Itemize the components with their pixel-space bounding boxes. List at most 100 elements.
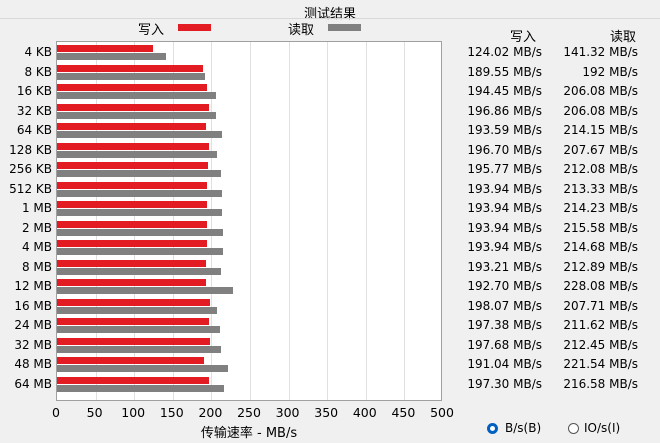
x-tick-label: 100 (121, 405, 146, 420)
legend-write-label: 写入 (138, 23, 165, 38)
read-value: 207.67 MB/s (563, 142, 638, 157)
io-radio-label[interactable]: IO/s(I) (584, 421, 621, 435)
row-size-label: 512 KB (9, 181, 52, 196)
read-bar (57, 150, 218, 158)
read-value: 213.33 MB/s (563, 181, 638, 196)
row-size-label: 256 KB (9, 162, 52, 176)
row-size-label: 8 MB (21, 259, 52, 274)
read-bar (57, 326, 221, 333)
read-bar (57, 170, 221, 177)
read-value: 216.58 MB/s (563, 376, 638, 391)
write-bar (57, 220, 207, 228)
read-value: 214.15 MB/s (563, 123, 638, 137)
read-bar (57, 189, 222, 197)
write-value: 193.21 MB/s (467, 259, 542, 274)
read-value: 221.54 MB/s (563, 357, 638, 371)
read-value: 141.32 MB/s (563, 45, 638, 59)
read-value: 212.08 MB/s (563, 162, 638, 176)
row-size-label: 48 MB (14, 357, 52, 371)
x-tick-label: 400 (352, 405, 377, 420)
read-value: 214.23 MB/s (563, 201, 638, 215)
gridline (404, 42, 406, 400)
gridline (365, 42, 367, 400)
row-size-label: 1 MB (21, 201, 52, 215)
write-value: 195.77 MB/s (467, 162, 542, 176)
gridline (211, 42, 213, 400)
x-tick-label: 500 (430, 405, 454, 420)
results-title: 测试结果 (303, 7, 356, 22)
legend-read-label: 读取 (288, 23, 315, 38)
bytes-radio[interactable] (487, 423, 498, 434)
write-value: 196.70 MB/s (467, 142, 542, 157)
write-bar (57, 279, 206, 286)
x-tick-label: 450 (391, 405, 416, 420)
write-bar (57, 142, 209, 150)
row-size-label: 16 KB (16, 84, 52, 98)
header-write: 写入 (510, 30, 537, 45)
row-size-label: 4 KB (24, 45, 52, 59)
row-size-label: 32 KB (16, 103, 52, 118)
write-bar (57, 298, 210, 306)
write-bar (57, 162, 209, 169)
read-value: 192 MB/s (582, 64, 638, 79)
x-tick-label: 200 (198, 405, 223, 420)
bytes-radio-label[interactable]: B/s(B) (505, 421, 542, 435)
read-value: 206.08 MB/s (563, 103, 638, 118)
write-bar (57, 123, 207, 130)
row-size-label: 8 KB (24, 64, 52, 79)
row-size-label: 2 MB (21, 220, 52, 235)
legend-read-swatch (328, 24, 361, 31)
write-value: 197.30 MB/s (467, 376, 542, 391)
read-value: 215.58 MB/s (563, 220, 638, 235)
row-size-label: 64 MB (14, 376, 52, 391)
read-bar (57, 287, 234, 294)
write-bar (57, 103, 209, 111)
row-size-label: 4 MB (21, 240, 52, 254)
row-size-label: 64 KB (16, 123, 52, 137)
write-bar (57, 318, 210, 325)
read-bar (57, 248, 223, 255)
x-tick-label: 350 (314, 405, 339, 420)
legend-write-swatch (178, 24, 211, 31)
read-value: 212.89 MB/s (563, 259, 638, 274)
divider (0, 18, 660, 19)
read-bar (57, 111, 217, 119)
write-value: 196.86 MB/s (467, 103, 542, 118)
read-bar (57, 384, 225, 392)
write-bar (57, 201, 207, 208)
write-value: 192.70 MB/s (467, 279, 542, 293)
read-value: 212.45 MB/s (563, 337, 638, 352)
write-value: 124.02 MB/s (467, 45, 542, 59)
read-bar (57, 306, 218, 314)
read-bar (57, 345, 221, 353)
write-bar (57, 357, 205, 364)
write-bar (57, 84, 208, 91)
write-value: 197.68 MB/s (467, 337, 542, 352)
x-tick-label: 0 (52, 405, 60, 420)
row-size-label: 32 MB (14, 337, 52, 352)
read-value: 211.62 MB/s (563, 318, 638, 332)
read-value: 207.71 MB/s (563, 298, 638, 313)
write-value: 197.38 MB/s (467, 318, 542, 332)
write-bar (57, 376, 210, 384)
write-value: 193.59 MB/s (467, 123, 542, 137)
read-value: 206.08 MB/s (563, 84, 638, 98)
write-value: 194.45 MB/s (467, 84, 542, 98)
write-bar (57, 240, 207, 247)
read-bar (57, 267, 222, 275)
read-value: 214.68 MB/s (563, 240, 638, 254)
io-radio[interactable] (568, 423, 579, 434)
x-axis-label: 传输速率 - MB/s (200, 426, 298, 441)
x-tick-label: 150 (159, 405, 184, 420)
gridline (288, 42, 290, 400)
read-bar (57, 209, 223, 216)
x-tick-label: 50 (86, 405, 103, 420)
write-bar (57, 64, 204, 72)
write-value: 191.04 MB/s (467, 357, 542, 371)
write-value: 189.55 MB/s (467, 64, 542, 79)
write-value: 198.07 MB/s (467, 298, 542, 313)
gridline (250, 42, 251, 400)
write-bar (57, 259, 207, 267)
write-value: 193.94 MB/s (467, 220, 542, 235)
read-bar (57, 72, 206, 80)
